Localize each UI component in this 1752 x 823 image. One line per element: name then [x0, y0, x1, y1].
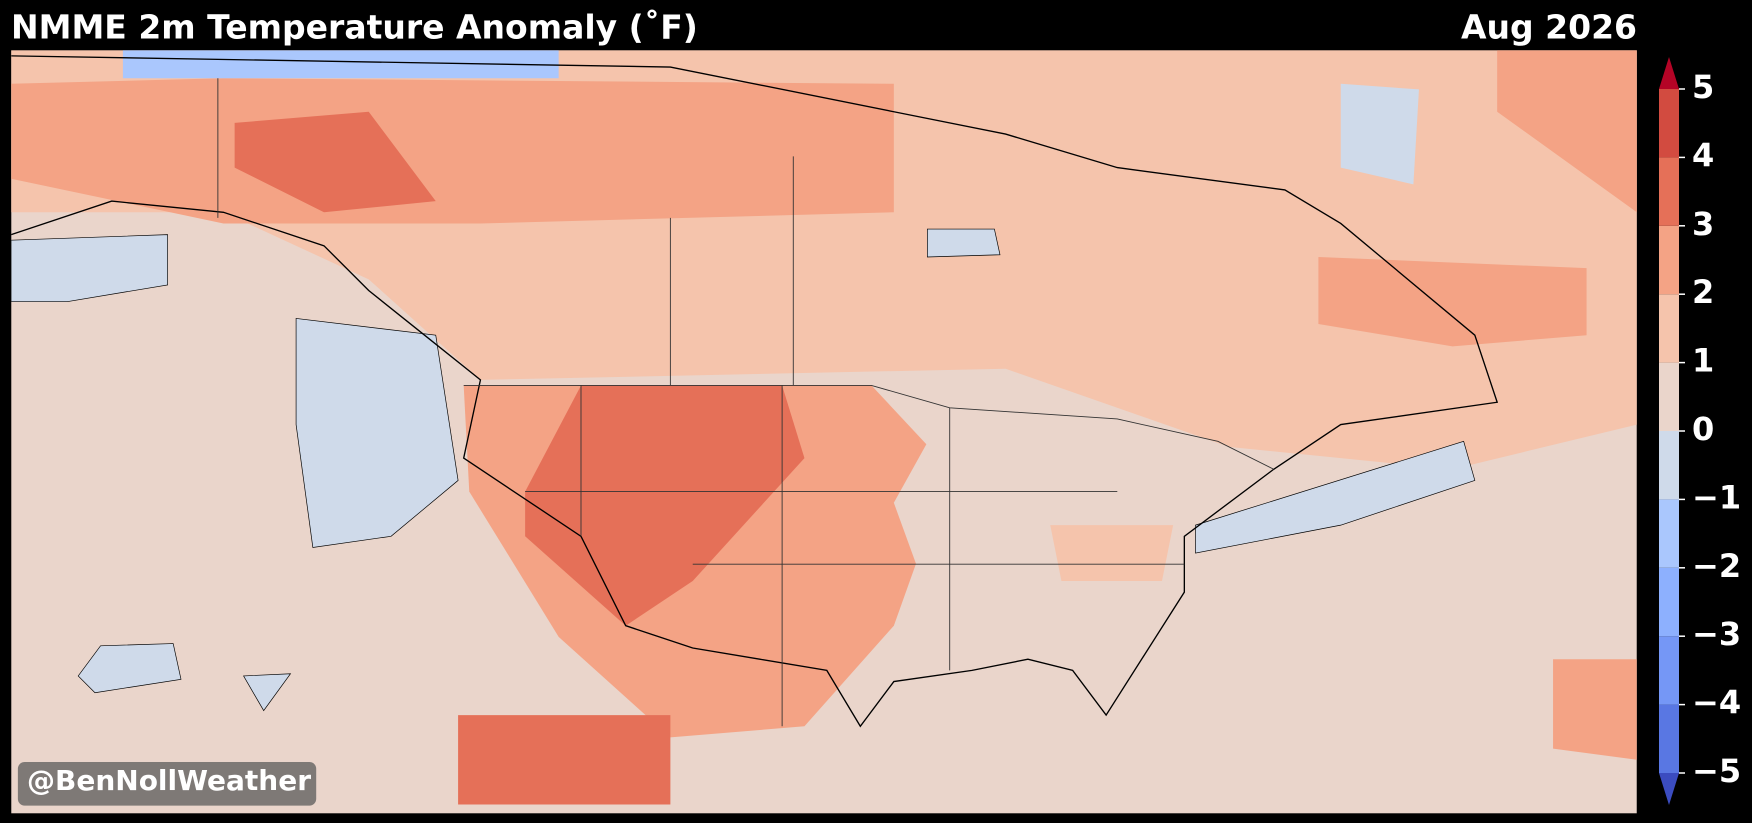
- colorbar-tick-label: −1: [1692, 478, 1741, 516]
- anomaly-region: [1497, 50, 1637, 213]
- anomaly-region: [11, 234, 168, 303]
- colorbar-tick-label: −4: [1692, 684, 1741, 722]
- anomaly-region: [243, 673, 292, 712]
- anomaly-region: [927, 228, 1001, 258]
- anomaly-region: [11, 78, 894, 224]
- colorbar-tick-label: 2: [1692, 273, 1714, 311]
- colorbar-swatch: [1659, 89, 1679, 158]
- colorbar-swatch: [1659, 157, 1679, 226]
- colorbar-swatch: [1659, 225, 1679, 295]
- colorbar-tick-label: 0: [1692, 410, 1714, 448]
- colorbar-swatch: [1659, 499, 1679, 568]
- watermark: @BenNollWeather: [27, 764, 311, 797]
- anomaly-region: [458, 715, 671, 805]
- colorbar: −5 −4 −3 −2 −1 0 1 2 3 4 5: [1659, 57, 1741, 805]
- anomaly-region: [1318, 256, 1587, 347]
- colorbar-swatch: [1659, 431, 1679, 500]
- colorbar-tick-label: −2: [1692, 547, 1741, 585]
- colorbar-extend-low: [1659, 773, 1679, 805]
- border: [463, 385, 1274, 470]
- colorbar-tick-label: −5: [1692, 752, 1741, 790]
- colorbar-extend-high: [1659, 57, 1679, 89]
- anomaly-region: [1195, 440, 1476, 554]
- map: [11, 50, 1637, 814]
- colorbar-swatch: [1659, 704, 1679, 773]
- colorbar-swatch: [1659, 294, 1679, 363]
- anomaly-region: [295, 318, 459, 548]
- map-date: Aug 2026: [1461, 8, 1637, 47]
- anomaly-region: [1340, 83, 1419, 185]
- colorbar-swatch: [1659, 636, 1679, 705]
- anomaly-region: [77, 643, 182, 694]
- anomaly-region: [234, 111, 436, 213]
- colorbar-swatch: [1659, 567, 1679, 637]
- map-title: NMME 2m Temperature Anomaly (˚F): [11, 8, 698, 47]
- colorbar-tick-label: 3: [1692, 205, 1714, 243]
- colorbar-tick-label: 5: [1692, 68, 1714, 106]
- colorbar-tick-label: 4: [1692, 136, 1714, 174]
- anomaly-region: [122, 50, 559, 79]
- anomaly-region: [1050, 525, 1174, 581]
- colorbar-swatch: [1659, 362, 1679, 431]
- colorbar-tick-label: 1: [1692, 342, 1714, 380]
- colorbar-tick-label: −3: [1692, 615, 1741, 653]
- anomaly-region: [1553, 659, 1637, 760]
- watermark-box: [17, 761, 317, 806]
- coastline: [11, 55, 1499, 728]
